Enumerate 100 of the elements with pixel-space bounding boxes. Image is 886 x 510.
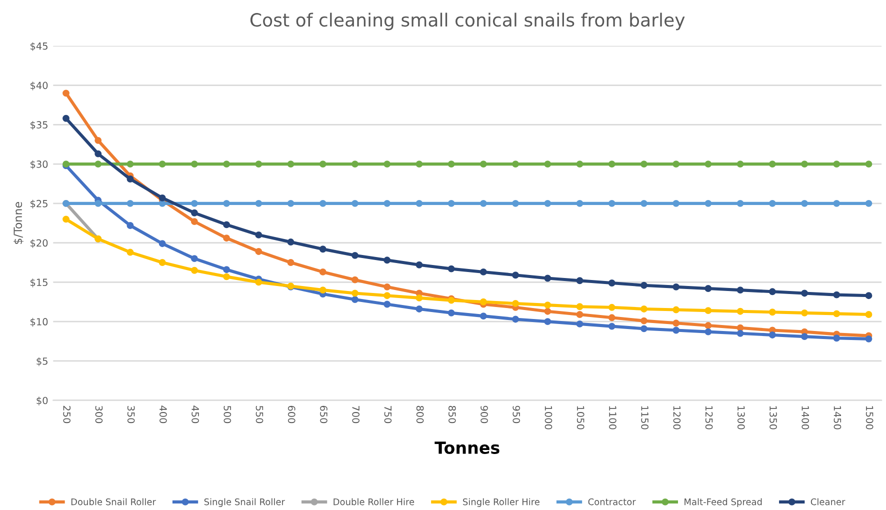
point bbox=[736, 308, 744, 315]
point bbox=[576, 160, 584, 168]
point bbox=[704, 328, 712, 336]
point bbox=[94, 200, 102, 207]
point bbox=[672, 160, 680, 168]
point bbox=[480, 312, 487, 320]
point bbox=[126, 248, 134, 256]
y-tick-label: $0 bbox=[36, 396, 48, 406]
point bbox=[672, 200, 680, 207]
point bbox=[576, 320, 584, 328]
x-tick-label: 1450 bbox=[834, 406, 842, 430]
point bbox=[352, 160, 358, 168]
point bbox=[736, 324, 744, 332]
x-tick-label: 800 bbox=[416, 406, 424, 424]
x-tick-label: 1100 bbox=[609, 406, 616, 430]
point bbox=[287, 160, 294, 168]
legend-label: Single Snail Roller bbox=[204, 498, 285, 507]
point bbox=[704, 160, 712, 168]
y-tick-label: $20 bbox=[30, 239, 48, 248]
point bbox=[319, 286, 326, 294]
point bbox=[544, 160, 552, 168]
point bbox=[833, 334, 840, 342]
point bbox=[480, 298, 487, 306]
point bbox=[352, 296, 358, 303]
legend-label: Double Roller Hire bbox=[334, 498, 414, 506]
point bbox=[416, 294, 423, 302]
point bbox=[287, 200, 294, 207]
point bbox=[736, 286, 744, 294]
point bbox=[158, 259, 166, 266]
point bbox=[480, 268, 487, 276]
point bbox=[190, 255, 198, 262]
point bbox=[126, 200, 134, 207]
point bbox=[608, 160, 616, 168]
point bbox=[94, 150, 102, 158]
y-tick-label: $5 bbox=[36, 357, 48, 366]
y-tick-label: $10 bbox=[30, 318, 48, 327]
point bbox=[126, 176, 134, 182]
y-axis-title: $/Tonne bbox=[13, 202, 24, 244]
point bbox=[223, 160, 230, 168]
point bbox=[640, 317, 648, 324]
point bbox=[287, 238, 294, 246]
point bbox=[704, 322, 712, 329]
point bbox=[223, 221, 230, 228]
point bbox=[512, 160, 519, 168]
x-tick-label: 350 bbox=[127, 406, 135, 424]
point bbox=[126, 160, 134, 168]
x-tick-label: 700 bbox=[352, 406, 360, 424]
y-tick-label: $25 bbox=[30, 200, 48, 209]
point bbox=[512, 316, 519, 323]
x-tick-label: 250 bbox=[63, 406, 71, 424]
point bbox=[319, 160, 326, 168]
point bbox=[608, 304, 616, 311]
point bbox=[801, 160, 808, 168]
point bbox=[62, 90, 70, 97]
x-tick-label: 1400 bbox=[802, 406, 810, 430]
point bbox=[704, 200, 712, 207]
point bbox=[801, 309, 808, 316]
point bbox=[384, 200, 391, 207]
point bbox=[768, 200, 776, 207]
x-tick-label: 300 bbox=[95, 406, 103, 424]
x-axis-title: Tonnes bbox=[434, 442, 500, 454]
point bbox=[190, 266, 198, 274]
point bbox=[576, 311, 584, 318]
point bbox=[736, 330, 744, 337]
point bbox=[833, 310, 840, 318]
x-tick-label: 1150 bbox=[641, 406, 648, 430]
point bbox=[512, 300, 519, 307]
legend-label: Cleaner bbox=[810, 498, 846, 506]
point bbox=[801, 290, 808, 297]
point bbox=[319, 246, 326, 253]
point bbox=[544, 274, 552, 282]
point bbox=[608, 314, 616, 322]
point bbox=[512, 272, 519, 279]
point bbox=[416, 306, 423, 312]
x-tick-label: 950 bbox=[512, 406, 520, 424]
point bbox=[544, 302, 552, 309]
chart-title: Cost of cleaning small conical snails from barley bbox=[250, 12, 685, 30]
point bbox=[672, 306, 680, 314]
point bbox=[384, 292, 391, 300]
point bbox=[544, 308, 552, 315]
point bbox=[158, 240, 166, 248]
point bbox=[672, 326, 680, 334]
x-tick-label: 900 bbox=[480, 406, 488, 424]
point bbox=[640, 306, 648, 312]
point bbox=[448, 160, 455, 168]
point bbox=[448, 200, 455, 207]
point bbox=[480, 160, 487, 168]
point bbox=[865, 335, 872, 342]
point bbox=[190, 209, 198, 216]
point bbox=[544, 200, 552, 207]
point bbox=[352, 252, 358, 259]
point bbox=[640, 160, 648, 168]
x-tick-label: 1250 bbox=[705, 406, 713, 430]
point bbox=[158, 160, 166, 168]
point bbox=[736, 200, 744, 207]
point bbox=[384, 256, 391, 264]
x-tick-label: 600 bbox=[288, 406, 296, 424]
point bbox=[223, 273, 230, 280]
point bbox=[352, 276, 358, 284]
point bbox=[158, 194, 166, 202]
